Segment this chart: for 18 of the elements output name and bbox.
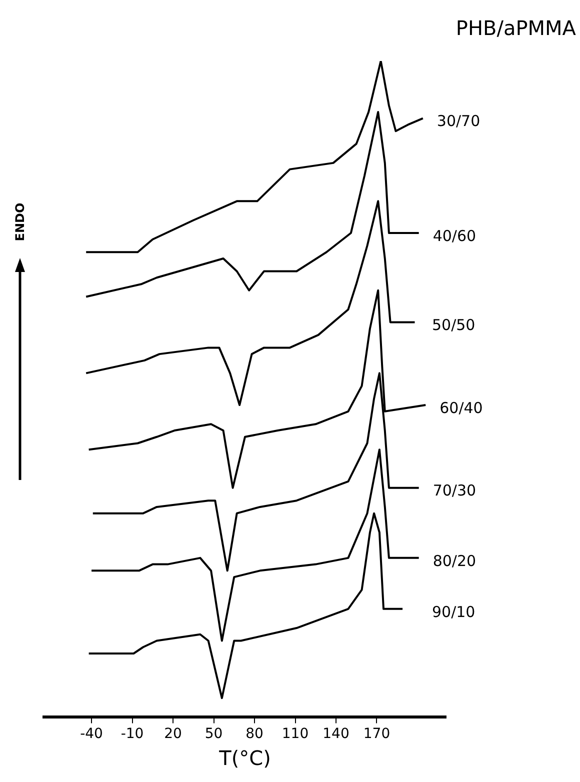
series-label: 90/10 [432, 602, 476, 621]
series-label: 30/70 [436, 112, 480, 130]
y-axis-title: ENDO [13, 202, 27, 242]
x-tick-label: -10 [120, 726, 144, 742]
series-label: 70/30 [432, 482, 476, 500]
x-tick-label: 50 [204, 726, 223, 742]
x-tick-label: -40 [80, 726, 103, 742]
x-axis-title: T(°C) [218, 746, 271, 770]
x-tick-label: 170 [363, 726, 390, 742]
series-label: 60/40 [440, 398, 483, 417]
x-tick-label: 80 [246, 726, 264, 742]
series-label: 50/50 [432, 316, 476, 334]
text: PHB/aPMMA [456, 16, 576, 40]
series-label: 80/20 [432, 552, 476, 570]
x-tick-label: 140 [322, 726, 350, 742]
x-tick-label: 110 [282, 726, 309, 742]
x-tick-label: 20 [164, 726, 182, 742]
series-label: 40/60 [432, 226, 476, 245]
